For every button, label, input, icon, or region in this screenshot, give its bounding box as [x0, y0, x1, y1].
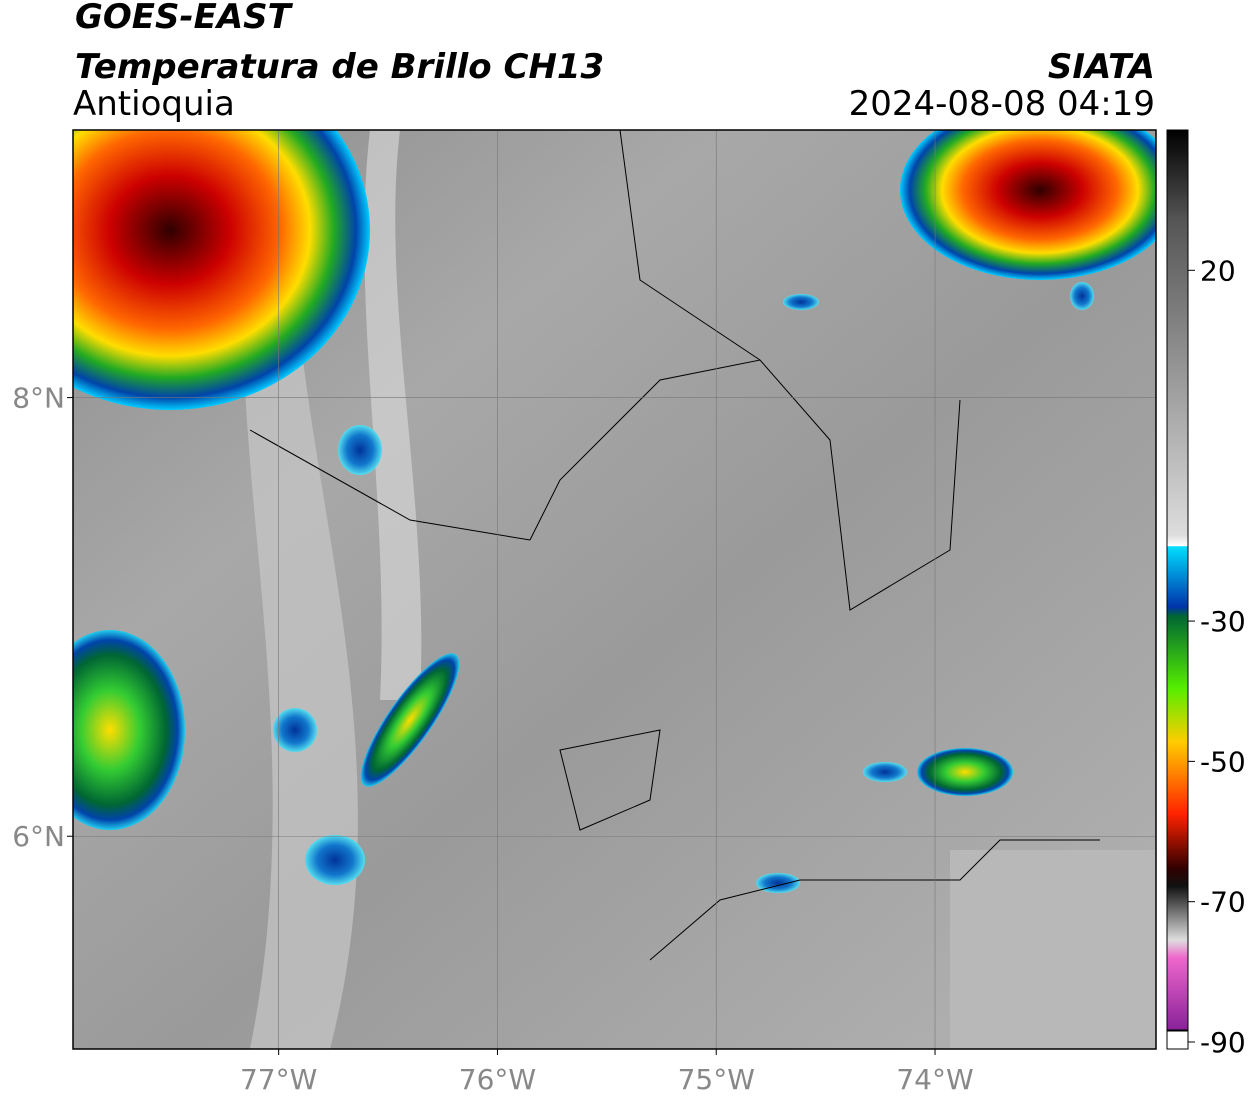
storm	[73, 630, 185, 830]
colorbar-tick-label: -70	[1200, 886, 1246, 919]
colorbar-tick-label: -50	[1200, 745, 1246, 778]
colorbar-tick-label: -30	[1200, 605, 1246, 638]
cloud-cell	[783, 294, 819, 310]
cloud-cell	[1070, 282, 1094, 310]
cloud-band	[364, 130, 422, 700]
grid	[73, 130, 1156, 1049]
colorbar	[1166, 129, 1189, 1031]
region: Antioquia	[73, 84, 235, 124]
clear-area	[950, 850, 1156, 1049]
map-frame	[72, 129, 1157, 1050]
storm	[73, 130, 370, 410]
x-tick-label: 74°W	[896, 1063, 973, 1096]
colorbar-extension	[1166, 1030, 1189, 1050]
storm	[900, 130, 1156, 280]
cloud-cell	[338, 425, 382, 475]
y-tick-label: 6°N	[12, 820, 65, 853]
satellite-title: GOES-EAST	[75, 0, 294, 37]
borders	[249, 130, 1100, 961]
cloud-cell	[756, 873, 800, 893]
y-tick-label: 8°N	[12, 382, 65, 415]
storm	[917, 748, 1013, 796]
x-tick-label: 76°W	[459, 1063, 536, 1096]
source: SIATA	[1048, 47, 1155, 87]
x-tick-label: 75°W	[678, 1063, 755, 1096]
storm	[360, 653, 460, 787]
colorbar-tick-label: 20	[1200, 254, 1236, 287]
product-title: Temperatura de Brillo CH13	[75, 47, 604, 87]
datetime: 2024-08-08 04:19	[849, 84, 1155, 124]
cloud-cell	[273, 708, 317, 752]
x-tick-label: 77°W	[240, 1063, 317, 1096]
cloud-cell	[863, 762, 907, 782]
cloud-cell	[305, 835, 365, 885]
colorbar-tick-label: -90	[1200, 1026, 1246, 1059]
imagery	[73, 130, 1156, 1049]
